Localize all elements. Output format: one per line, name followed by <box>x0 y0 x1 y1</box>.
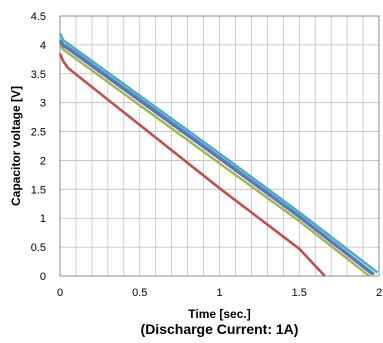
series-line <box>58 44 371 278</box>
y-tick-label: 3 <box>40 98 46 110</box>
x-tick-label: 1 <box>216 287 222 299</box>
plot-area <box>59 15 380 277</box>
y-tick-label: 2 <box>40 155 46 167</box>
x-tick-label: 1.5 <box>292 287 307 299</box>
y-tick-label: 4 <box>40 40 46 52</box>
y-tick-label: 2.5 <box>31 127 46 139</box>
y-axis-title: Capacitor voltage [V] <box>9 86 23 206</box>
x-tick-label: 0 <box>57 287 63 299</box>
x-axis-title: Time [sec.] <box>188 307 250 321</box>
y-tick-label: 0 <box>40 271 46 283</box>
y-tick-label: 3.5 <box>31 69 46 81</box>
chart-caption: (Discharge Current: 1A) <box>141 321 299 337</box>
series-line <box>58 32 379 274</box>
y-tick-label: 1.5 <box>31 184 46 196</box>
x-tick-label: 2 <box>376 287 382 299</box>
y-tick-labels: 0 0.5 1 1.5 2 2.5 3 3.5 4 4.5 <box>31 11 46 283</box>
y-tick-label: 1 <box>40 213 46 225</box>
series-line <box>58 53 326 277</box>
y-tick-label: 0.5 <box>31 242 46 254</box>
series-lines <box>58 32 379 278</box>
series-line <box>58 39 375 276</box>
y-tick-label: 4.5 <box>31 11 46 23</box>
x-tick-labels: 0 0.5 1 1.5 2 <box>57 287 382 299</box>
x-tick-label: 0.5 <box>132 287 147 299</box>
